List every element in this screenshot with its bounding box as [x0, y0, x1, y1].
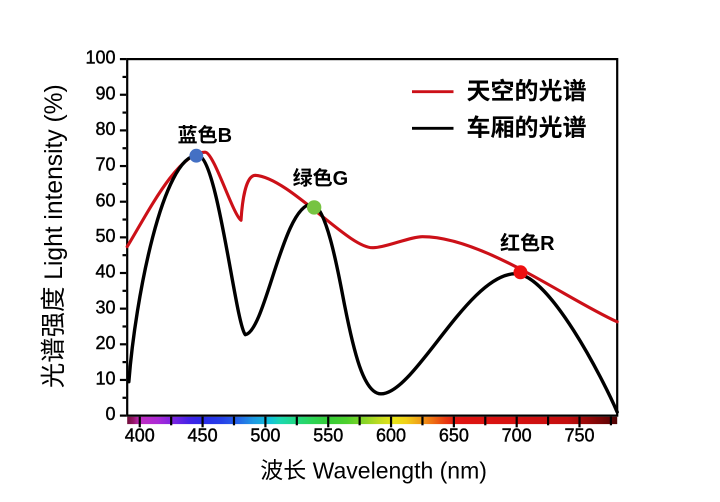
- svg-text:R: R: [540, 233, 555, 255]
- svg-text:60: 60: [95, 190, 115, 210]
- svg-text:70: 70: [95, 155, 115, 175]
- svg-text:650: 650: [439, 426, 469, 446]
- svg-text:G: G: [333, 168, 349, 190]
- svg-text:10: 10: [95, 369, 115, 389]
- svg-text:450: 450: [188, 426, 218, 446]
- svg-text:90: 90: [95, 83, 115, 103]
- svg-text:20: 20: [95, 333, 115, 353]
- svg-text:550: 550: [313, 426, 343, 446]
- svg-text:B: B: [218, 125, 232, 147]
- svg-text:750: 750: [564, 426, 594, 446]
- svg-text:Wavelength (nm): Wavelength (nm): [306, 457, 487, 483]
- svg-text:0: 0: [105, 404, 115, 424]
- svg-text:Light intensity (%): Light intensity (%): [41, 84, 68, 286]
- svg-text:40: 40: [95, 262, 115, 282]
- svg-text:700: 700: [502, 426, 532, 446]
- svg-text:100: 100: [85, 48, 115, 68]
- svg-text:50: 50: [95, 226, 115, 246]
- svg-text:600: 600: [376, 426, 406, 446]
- svg-text:30: 30: [95, 297, 115, 317]
- svg-text:400: 400: [125, 426, 155, 446]
- svg-text:500: 500: [250, 426, 280, 446]
- svg-text:80: 80: [95, 119, 115, 139]
